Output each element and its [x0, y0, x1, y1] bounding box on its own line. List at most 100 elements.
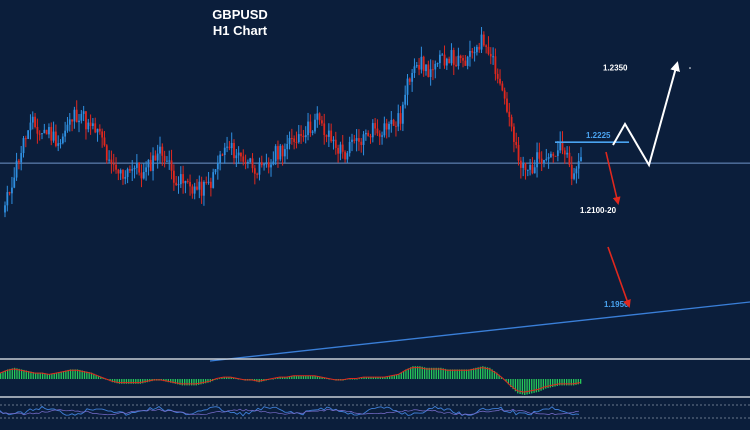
macd-bar: [34, 372, 37, 379]
macd-bar: [489, 367, 491, 379]
macd-bar: [512, 379, 514, 390]
candle-body: [318, 113, 321, 121]
candle-body: [316, 113, 319, 120]
macd-bar: [486, 367, 489, 379]
candle-body: [122, 169, 124, 179]
candle-body: [547, 157, 550, 159]
candle-body: [499, 78, 501, 84]
macd-bar: [177, 379, 179, 385]
macd-panel: [0, 358, 750, 398]
macd-bar: [195, 379, 197, 386]
candle-body: [445, 58, 448, 66]
candle-body: [149, 159, 152, 171]
level-label: 1.2225: [586, 131, 611, 140]
candle-body: [284, 149, 286, 157]
candle-body: [314, 119, 316, 132]
macd-bar: [272, 379, 274, 380]
macd-bar: [498, 374, 500, 379]
macd-bar: [361, 377, 363, 379]
macd-bar: [577, 379, 579, 385]
macd-bar: [11, 368, 13, 379]
macd-bar: [116, 379, 118, 384]
macd-bar: [328, 379, 330, 380]
candle-body: [341, 144, 344, 152]
macd-bar: [142, 379, 144, 384]
macd-bar: [13, 367, 16, 379]
candle-body: [115, 164, 117, 170]
candle-body: [353, 139, 356, 141]
macd-bar: [114, 379, 116, 383]
candle-body: [244, 161, 247, 163]
macd-bar: [372, 377, 374, 379]
macd-bar: [472, 368, 475, 379]
macd-bar: [549, 379, 552, 388]
candle-body: [140, 172, 143, 179]
macd-bar: [137, 379, 139, 384]
macd-bar: [428, 367, 430, 379]
candle-body: [263, 164, 265, 166]
candle-body: [443, 54, 446, 66]
level-label: 1.2350: [603, 64, 628, 73]
candle-body: [152, 155, 154, 171]
candle-body: [145, 167, 148, 172]
macd-bar: [0, 372, 2, 379]
candle-body: [230, 142, 233, 149]
macd-bar: [484, 366, 486, 379]
macd-bar: [563, 379, 565, 386]
macd-bar: [521, 379, 524, 395]
candle-body: [200, 181, 203, 196]
candle-body: [256, 173, 259, 175]
candle-body: [142, 171, 145, 179]
candle-body: [321, 120, 323, 124]
macd-bar: [53, 373, 55, 379]
candle-body: [135, 162, 138, 168]
macd-bar: [300, 375, 302, 379]
candle-body: [119, 169, 122, 174]
candle-body: [253, 168, 256, 174]
candle-body: [371, 123, 374, 138]
macd-bar: [358, 378, 361, 380]
candle-body: [288, 138, 291, 144]
macd-bar: [400, 372, 402, 379]
candle-body: [529, 165, 532, 170]
macd-bar: [514, 379, 517, 392]
candle-body: [515, 141, 518, 145]
candle-body: [11, 187, 13, 194]
macd-bar: [95, 374, 97, 379]
macd-bar: [321, 377, 323, 379]
macd-bar: [83, 371, 86, 379]
macd-bar: [86, 371, 88, 379]
candle-body: [147, 159, 150, 168]
macd-bar: [379, 377, 381, 379]
macd-bar: [456, 369, 458, 379]
candle-body: [376, 128, 379, 134]
candle-body: [533, 167, 536, 174]
macd-bar: [295, 375, 298, 379]
candle-body: [293, 138, 296, 142]
macd-bar: [309, 375, 312, 379]
macd-bar: [561, 379, 563, 386]
candle-body: [531, 165, 534, 174]
marker-dot: [689, 67, 691, 69]
candle-body: [258, 162, 261, 175]
macd-bar: [407, 368, 409, 379]
macd-bar: [479, 366, 482, 379]
candle-body: [193, 186, 196, 194]
candle-body: [274, 146, 277, 162]
candle-body: [103, 137, 106, 146]
macd-bar: [67, 369, 69, 379]
macd-bar: [284, 377, 286, 379]
candle-body: [59, 143, 62, 145]
macd-bar: [55, 372, 58, 379]
macd-bar: [218, 378, 221, 380]
candle-body: [325, 134, 328, 137]
candle-body: [129, 169, 131, 171]
candle-body: [265, 162, 268, 165]
macd-bar: [58, 372, 60, 379]
macd-bar: [293, 375, 295, 379]
macd-bar: [30, 371, 32, 379]
macd-bar: [356, 379, 358, 380]
candle-body: [179, 174, 182, 185]
macd-bar: [139, 379, 142, 384]
candle-body: [383, 123, 386, 136]
